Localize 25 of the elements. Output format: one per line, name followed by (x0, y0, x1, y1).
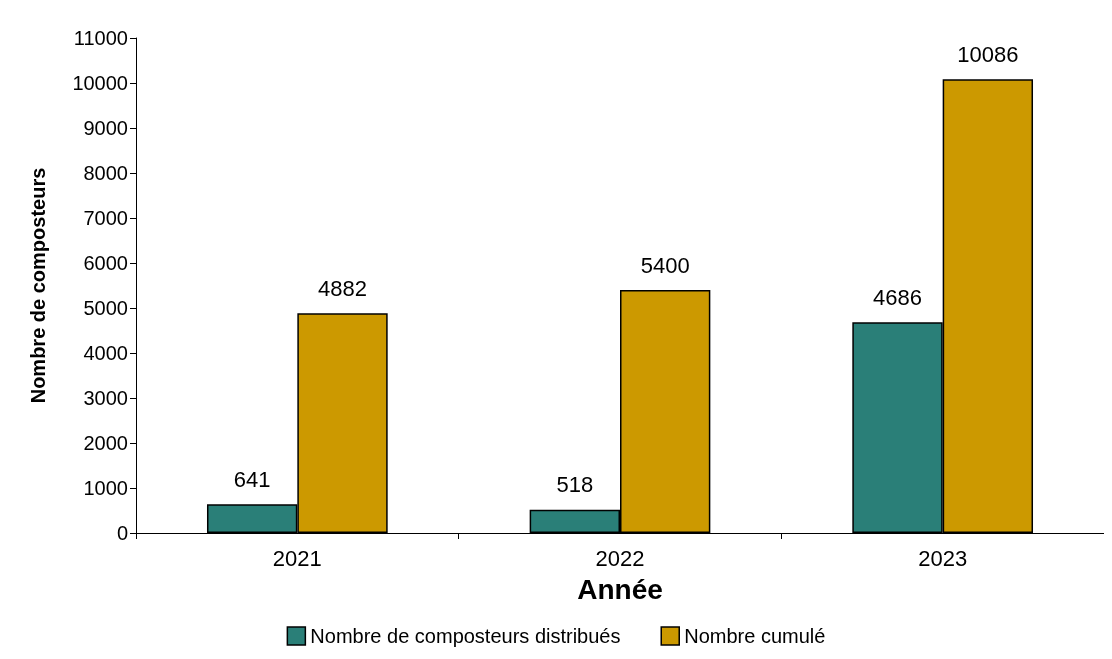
y-tick-label: 4000 (83, 342, 128, 364)
data-label: 5400 (640, 252, 690, 278)
y-tick-label: 9000 (83, 117, 128, 139)
x-tick-label: 2022 (595, 545, 645, 571)
y-tick-label: 6000 (83, 252, 128, 274)
legend-label: Nombre cumulé (684, 625, 826, 647)
legend-label: Nombre de composteurs distribués (310, 625, 621, 647)
y-axis-title: Nombre de composteurs (27, 167, 49, 404)
data-label: 4686 (873, 284, 922, 310)
y-tick-label: 7000 (83, 207, 128, 229)
x-tick-label: 2021 (272, 545, 322, 571)
y-tick-label: 8000 (83, 162, 128, 184)
y-tick-label: 10000 (72, 72, 128, 94)
data-label: 10086 (957, 41, 1019, 67)
x-tick-label: 2023 (918, 545, 968, 571)
data-label: 518 (556, 472, 594, 498)
y-tick-label: 3000 (83, 387, 128, 409)
data-label: 4882 (318, 275, 367, 301)
y-tick-label: 2000 (83, 432, 128, 454)
data-label: 641 (233, 466, 271, 492)
y-tick-label: 1000 (83, 477, 128, 499)
x-axis-title: Année (577, 573, 663, 605)
y-tick-label: 11000 (73, 27, 128, 49)
y-tick-label: 0 (116, 522, 128, 544)
y-tick-label: 5000 (83, 297, 128, 319)
